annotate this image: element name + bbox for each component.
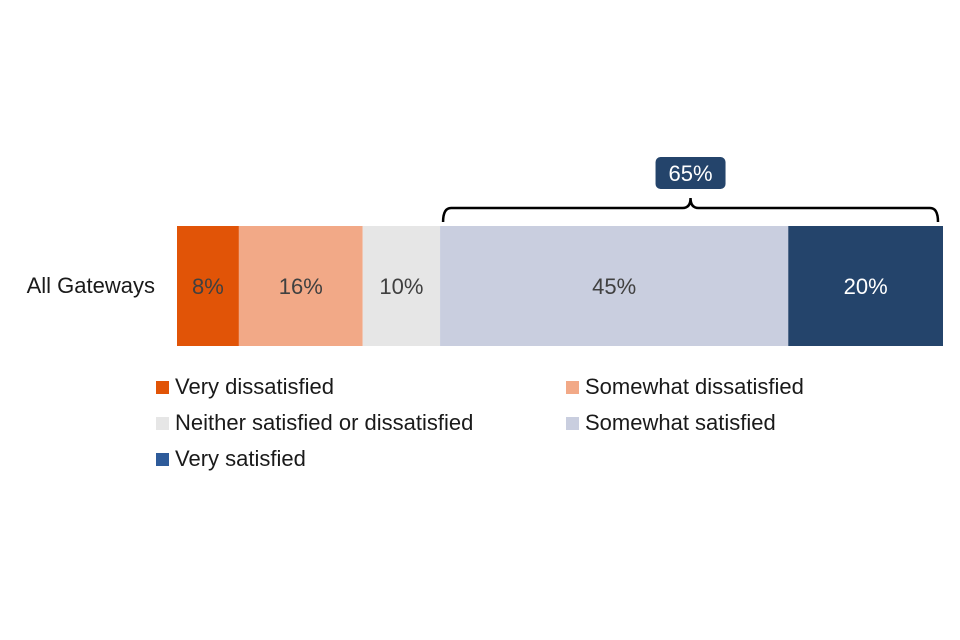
legend-swatch bbox=[566, 416, 579, 430]
chart-legend: Very dissatisfied Somewhat dissatisfied Ne… bbox=[156, 374, 876, 472]
bar-segment-very-dissatisfied bbox=[177, 226, 239, 346]
data-label-somewhat-satisfied: 45% bbox=[592, 274, 636, 299]
legend-item-somewhat-satisfied: Somewhat satisfied bbox=[566, 410, 866, 436]
legend-label: Somewhat dissatisfied bbox=[585, 374, 804, 399]
data-label-somewhat-dissatisfied: 16% bbox=[279, 274, 323, 299]
bar-segment-somewhat-satisfied bbox=[440, 226, 789, 346]
data-label-neither-satisfied-or-dissatisfied: 10% bbox=[379, 274, 423, 299]
legend-item-neither-satisfied-or-dissatisfied: Neither satisfied or dissatisfied bbox=[156, 410, 566, 436]
bar-segment-somewhat-dissatisfied bbox=[238, 226, 363, 346]
legend-item-somewhat-dissatisfied: Somewhat dissatisfied bbox=[566, 374, 866, 400]
bar-segment-very-satisfied bbox=[788, 226, 943, 346]
legend-item-very-satisfied: Very satisfied bbox=[156, 446, 566, 472]
data-label-very-dissatisfied: 8% bbox=[192, 274, 224, 299]
bracket-annotation: 65% bbox=[441, 157, 940, 223]
legend-swatch bbox=[566, 380, 579, 394]
bar-segment-neither-satisfied-or-dissatisfied bbox=[362, 226, 441, 346]
legend-swatch bbox=[156, 380, 169, 394]
category-label-all-gateways: All Gateways bbox=[27, 273, 155, 298]
legend-label: Somewhat satisfied bbox=[585, 410, 776, 435]
bracket-line bbox=[441, 197, 940, 223]
legend-swatch bbox=[156, 452, 169, 466]
legend-label: Very dissatisfied bbox=[175, 374, 334, 399]
bar-segments: 8% 16% 10% 45% 20% bbox=[177, 226, 943, 346]
legend-label: Neither satisfied or dissatisfied bbox=[175, 410, 474, 435]
annotation-label: 65% bbox=[669, 161, 713, 186]
data-label-very-satisfied: 20% bbox=[844, 274, 888, 299]
legend-item-very-dissatisfied: Very dissatisfied bbox=[156, 374, 566, 400]
legend-label: Very satisfied bbox=[175, 446, 306, 471]
annotation-badge bbox=[655, 157, 726, 189]
legend-swatch bbox=[156, 416, 169, 430]
